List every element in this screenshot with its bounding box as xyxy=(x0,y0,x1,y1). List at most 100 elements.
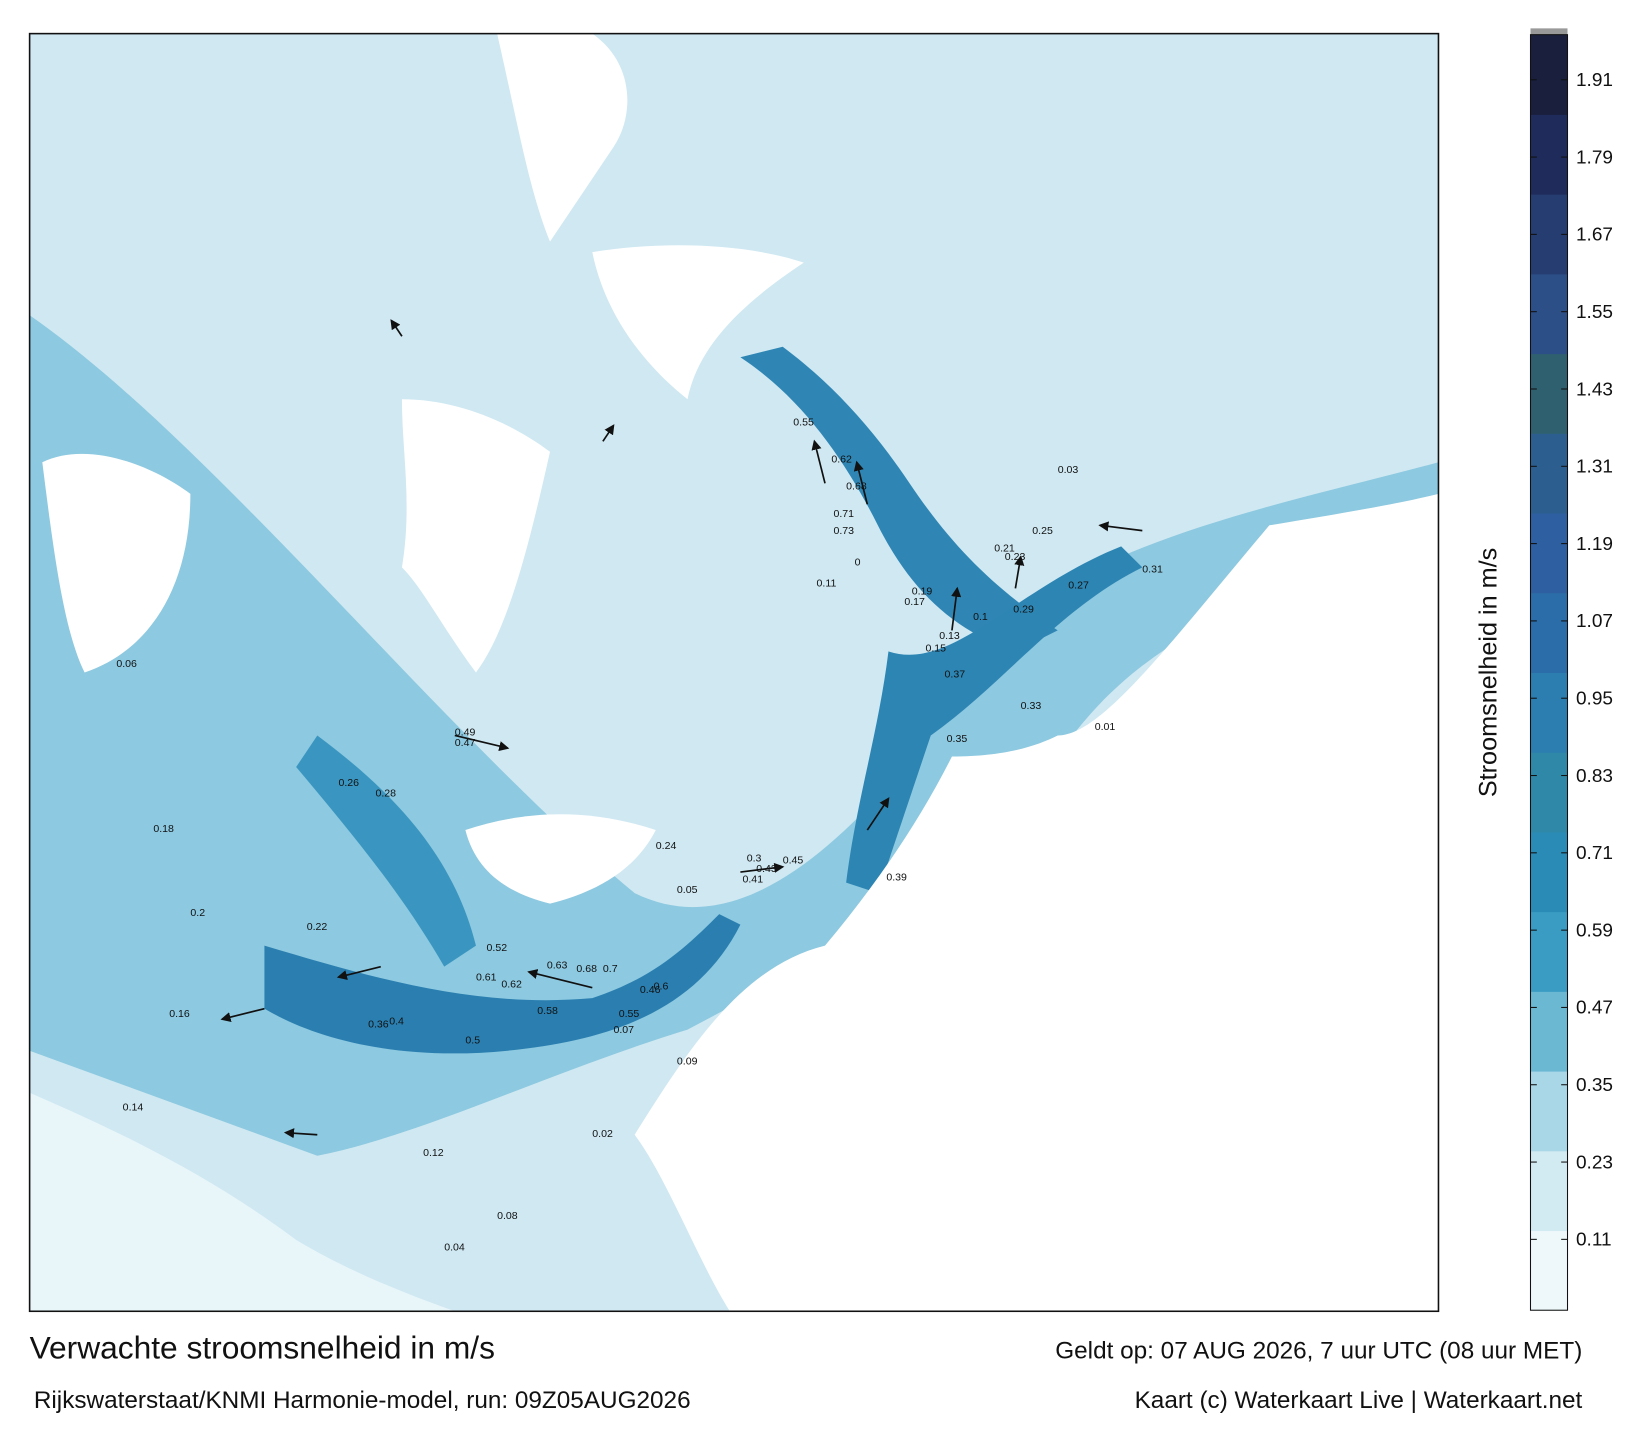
speed-label: 0.23 xyxy=(1005,551,1026,563)
speed-label: 0.24 xyxy=(656,840,677,852)
speed-label: 0.22 xyxy=(307,921,328,933)
speed-label: 0.16 xyxy=(169,1008,190,1020)
colorbar-band xyxy=(1530,831,1568,913)
colorbar-cap xyxy=(1530,28,1568,35)
colorbar-tick-label: 0.11 xyxy=(1576,1230,1612,1251)
colorbar-band xyxy=(1530,1071,1568,1152)
colorbar-tick-label: 1.91 xyxy=(1576,70,1613,91)
valid-time: Geldt op: 07 AUG 2026, 7 uur UTC (08 uur… xyxy=(1055,1338,1582,1365)
speed-label: 0.39 xyxy=(886,872,907,884)
colorbar-tick-label: 0.83 xyxy=(1576,766,1613,787)
colorbar-tick-label: 1.19 xyxy=(1576,534,1613,555)
colorbar-band xyxy=(1530,752,1568,833)
speed-label: 0.21 xyxy=(994,543,1015,555)
speed-label: 0.36 xyxy=(368,1019,389,1031)
colorbar-tick-label: 0.47 xyxy=(1576,998,1613,1019)
speed-label: 0.41 xyxy=(743,874,764,886)
speed-label: 0.68 xyxy=(576,963,597,975)
speed-label: 0.1 xyxy=(973,611,988,623)
speed-label: 0.09 xyxy=(677,1055,698,1067)
speed-label: 0.27 xyxy=(1068,579,1089,591)
colorbar-band xyxy=(1530,911,1568,992)
colorbar-tick-label: 1.55 xyxy=(1576,302,1613,323)
speed-label: 0.05 xyxy=(677,884,698,896)
speed-label: 0.58 xyxy=(537,1005,558,1017)
colorbar-band xyxy=(1530,672,1568,753)
speed-label: 0.62 xyxy=(831,453,852,465)
colorbar-tick-label: 0.95 xyxy=(1576,689,1613,710)
speed-label: 0.71 xyxy=(833,508,854,520)
colorbar-band xyxy=(1530,114,1568,195)
speed-label: 0.6 xyxy=(654,981,669,993)
speed-label: 0.03 xyxy=(1058,464,1079,476)
speed-label: 0.25 xyxy=(1032,525,1053,537)
speed-label: 0.33 xyxy=(1021,700,1042,712)
colorbar-band xyxy=(1530,273,1568,355)
speed-label: 0.43 xyxy=(756,863,777,875)
speed-label: 0.18 xyxy=(153,823,174,835)
colorbar-band xyxy=(1530,991,1568,1072)
speed-label: 0.26 xyxy=(338,777,359,789)
colorbar-tick-label: 0.71 xyxy=(1576,843,1613,864)
speed-label: 0.46 xyxy=(640,984,661,996)
credit: Kaart (c) Waterkaart Live | Waterkaart.n… xyxy=(1135,1387,1583,1414)
colorbar-tick-label: 1.31 xyxy=(1576,457,1613,478)
speed-label: 0.37 xyxy=(945,669,966,681)
speed-label: 0.28 xyxy=(375,787,396,799)
colorbar-band xyxy=(1530,1230,1568,1311)
speed-label: 0.73 xyxy=(833,525,854,537)
speed-labels: 0.71 0.73 0.68 0.62 0.55 0.52 0.490.47 0.45 0.43… xyxy=(116,417,1163,1254)
speed-label: 0.08 xyxy=(497,1210,518,1222)
map-area xyxy=(28,32,1440,1313)
colorbar-label: Stroomsnelheid in m/s xyxy=(1475,548,1503,797)
colorbar-tick-label: 1.07 xyxy=(1576,611,1613,632)
map-root: 0.710.730.680.620.550.520.490.470.450.43… xyxy=(28,28,1613,1414)
speed-label: 0.06 xyxy=(116,658,137,670)
speed-label: 0.07 xyxy=(613,1024,634,1036)
speed-label: 0.01 xyxy=(1095,721,1116,733)
speed-label: 0.2 xyxy=(190,907,205,919)
speed-label: 0.45 xyxy=(783,855,804,867)
speed-label: 0.55 xyxy=(619,1008,640,1020)
colorbar-tick-label: 0.59 xyxy=(1576,920,1613,941)
speed-label: 0.47 xyxy=(455,737,476,749)
speed-label: 0.14 xyxy=(123,1102,144,1114)
colorbar-tick-label: 0.35 xyxy=(1576,1075,1613,1096)
colorbar-frame xyxy=(1529,34,1569,1311)
speed-label: 0.15 xyxy=(925,642,946,654)
speed-label: 0.62 xyxy=(501,979,522,991)
colorbar: 0.11 0.23 0.35 0.47 0.59 0.71 0.83 0.95 1.07 1.19… xyxy=(1529,28,1613,1311)
flow-arrows xyxy=(220,319,1143,1139)
colorbar-tick-label: 1.67 xyxy=(1576,225,1613,246)
speed-label: 0.68 xyxy=(846,481,867,493)
speed-label: 0.11 xyxy=(817,577,837,589)
colorbar-tick-label: 1.79 xyxy=(1576,147,1613,168)
source: Rijkswaterstaat/KNMI Harmonie-model, run… xyxy=(34,1387,691,1414)
speed-label: 0.31 xyxy=(1142,564,1163,576)
speed-label: 0.12 xyxy=(423,1147,444,1159)
colorbar-band xyxy=(1530,513,1568,594)
speed-label: 0.19 xyxy=(912,586,933,598)
speed-label: 0.02 xyxy=(592,1128,613,1140)
colorbar-band xyxy=(1530,433,1568,514)
speed-label: 0.35 xyxy=(947,733,968,745)
colorbar-band xyxy=(1530,353,1568,434)
speed-label: 0.63 xyxy=(547,960,568,972)
speed-label: 0.13 xyxy=(939,630,960,642)
speed-label: 0.04 xyxy=(444,1241,465,1253)
speed-label: 0.5 xyxy=(465,1034,480,1046)
speed-label: 0.7 xyxy=(603,963,618,975)
colorbar-band xyxy=(1530,592,1568,673)
map-title: Verwachte stroomsnelheid in m/s xyxy=(30,1330,495,1366)
speed-label: 0.4 xyxy=(389,1015,404,1027)
colorbar-tick-label: 0.23 xyxy=(1576,1152,1613,1173)
colorbar-tick-label: 1.43 xyxy=(1576,379,1613,400)
speed-label: 0.52 xyxy=(487,942,508,954)
speed-label: 0.17 xyxy=(904,596,925,608)
speed-label: 0.29 xyxy=(1013,604,1034,616)
speed-label: 0 xyxy=(855,556,861,568)
speed-label: 0.55 xyxy=(793,417,814,429)
speed-label: 0.3 xyxy=(747,853,762,865)
colorbar-band xyxy=(1530,34,1568,115)
